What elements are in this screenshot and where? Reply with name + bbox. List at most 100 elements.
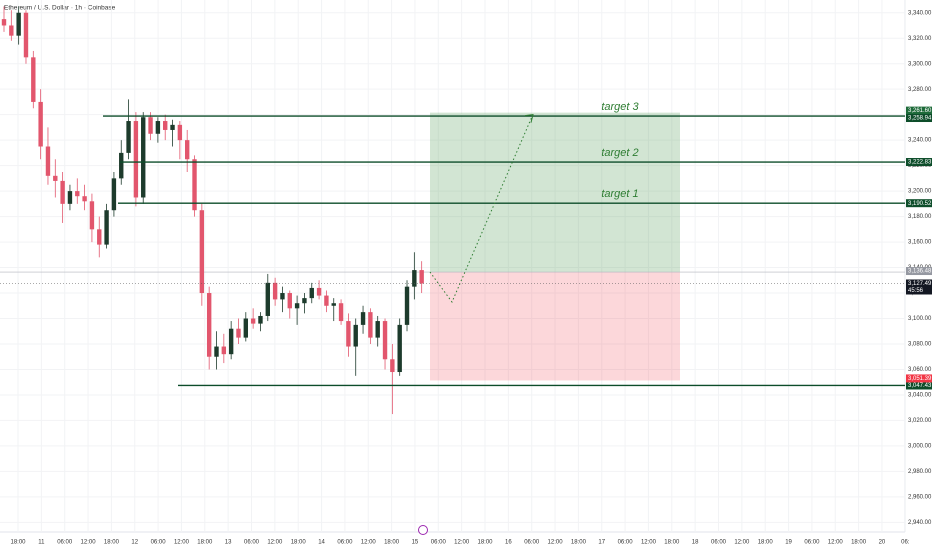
y-tick-label: 3,240.00: [908, 138, 932, 144]
price-badge: [906, 106, 932, 115]
candle-body: [97, 229, 102, 245]
x-tick-label: 06:00: [711, 540, 727, 546]
x-tick-label: 13: [225, 540, 232, 546]
candle-body: [404, 286, 410, 325]
candle-body: [199, 210, 205, 294]
candle-body: [192, 159, 197, 211]
chart-title: Ethereum / U.S. Dollar · 1h · Coinbase: [4, 5, 116, 12]
x-tick-label: 12:00: [361, 540, 377, 546]
candle-body: [397, 324, 402, 373]
x-tick-label: 18:00: [10, 540, 26, 546]
y-tick-label: 3,160.00: [908, 240, 932, 246]
x-tick-label: 14: [318, 540, 325, 546]
candle-body: [184, 140, 190, 160]
candle-body: [104, 210, 109, 245]
y-tick-label: 3,040.00: [908, 393, 932, 399]
candle-body: [316, 287, 322, 296]
x-tick-label: 06:00: [524, 540, 540, 546]
x-tick-label: 11: [38, 540, 45, 546]
candle-body: [258, 315, 263, 324]
x-tick-label: 06:00: [337, 540, 353, 546]
level-name: target 1: [601, 188, 638, 200]
candle-body: [1, 19, 7, 26]
candle-body: [353, 324, 358, 347]
x-tick-label: 06:: [901, 540, 910, 546]
y-tick-label: 2,960.00: [908, 494, 932, 500]
y-tick-label: 3,200.00: [908, 189, 932, 195]
candle-body: [163, 121, 168, 130]
x-tick-label: 06:00: [57, 540, 73, 546]
candle-body: [265, 282, 270, 316]
x-tick-label: 06:00: [618, 540, 634, 546]
x-tick-label: 12: [131, 540, 138, 546]
last-price-badge: [906, 279, 932, 295]
candle-body: [287, 293, 292, 309]
candle-body: [170, 124, 175, 130]
x-tick-label: 18:00: [571, 540, 587, 546]
candle-body: [250, 318, 256, 324]
x-tick-label: 16: [505, 540, 512, 546]
x-tick-label: 12:00: [454, 540, 470, 546]
price-badge: [906, 114, 932, 123]
candle-body: [360, 312, 366, 325]
candle-body: [243, 318, 249, 338]
y-tick-label: 3,220.00: [908, 163, 932, 169]
x-tick-label: 06:00: [804, 540, 820, 546]
x-tick-label: 20: [879, 540, 886, 546]
candle-body: [133, 121, 139, 198]
x-tick-label: 12:00: [734, 540, 750, 546]
candle-body: [45, 146, 51, 176]
candle-body: [228, 328, 234, 355]
x-tick-label: 12:00: [81, 540, 97, 546]
price-badge: [906, 158, 932, 167]
x-tick-label: 12:00: [828, 540, 844, 546]
candle-body: [67, 191, 73, 204]
x-tick-label: 18:00: [384, 540, 400, 546]
candle-body: [126, 121, 131, 153]
candle-body: [419, 270, 424, 284]
candle-body: [16, 12, 21, 36]
event-icon[interactable]: [418, 525, 428, 535]
x-tick-label: 18:00: [291, 540, 307, 546]
candle-body: [338, 303, 344, 322]
candle-body: [82, 196, 87, 202]
candle-body: [119, 152, 124, 179]
level-name: target 3: [601, 101, 639, 113]
candle-body: [177, 124, 183, 141]
price-badge-label: 3,261.60: [908, 108, 932, 114]
x-tick-label: 12:00: [641, 540, 657, 546]
y-tick-label: 3,300.00: [908, 61, 932, 67]
candle-body: [155, 121, 161, 134]
price-badge-label: 3,047.43: [908, 383, 932, 389]
price-badge-label: 3,222.83: [908, 160, 932, 166]
y-tick-label: 3,060.00: [908, 367, 932, 373]
candle-body: [302, 298, 307, 304]
candle-body: [148, 117, 153, 134]
price-badge-label: 3,136.48: [908, 269, 932, 275]
y-tick-label: 3,340.00: [908, 10, 932, 16]
x-tick-label: 18:00: [197, 540, 213, 546]
candle-body: [280, 293, 285, 300]
candle-body: [214, 346, 219, 357]
x-tick-label: 19: [785, 540, 792, 546]
candle-body: [111, 178, 117, 211]
y-tick-label: 3,100.00: [908, 316, 932, 322]
x-tick-label: 12:00: [548, 540, 564, 546]
x-tick-label: 18: [692, 540, 699, 546]
price-badge-label: 3,190.52: [908, 201, 932, 207]
price-badge-label: 3,258.94: [908, 116, 932, 122]
countdown-label: 45:56: [908, 288, 924, 294]
candle-body: [368, 312, 373, 338]
price-badge: [906, 381, 932, 390]
projection-path: [429, 116, 533, 304]
candle-body: [9, 25, 14, 36]
y-tick-label: 2,940.00: [908, 520, 932, 526]
y-tick-label: 3,280.00: [908, 87, 932, 93]
candle-body: [31, 57, 36, 102]
x-tick-label: 18:00: [664, 540, 680, 546]
x-tick-label: 15: [412, 540, 419, 546]
candle-body: [38, 101, 43, 147]
x-tick-label: 06:00: [431, 540, 447, 546]
